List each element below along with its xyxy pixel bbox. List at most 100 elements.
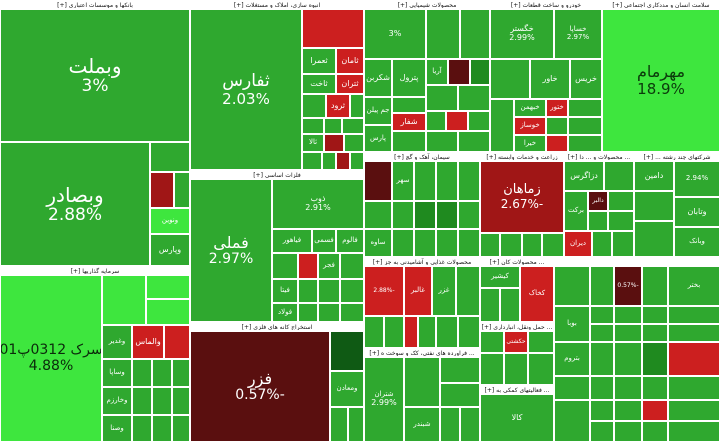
tile-small-pct-1[interactable]: -2.88% <box>364 266 404 316</box>
tile-falam[interactable]: فالوم <box>336 229 364 253</box>
tile-inv-c12[interactable] <box>152 415 172 442</box>
tile-cement-c8[interactable] <box>458 201 480 229</box>
tile-inv-c1[interactable] <box>102 275 146 325</box>
sector-header-petroleum[interactable]: ... فراورده های نفتی، کک و سوخت ه [+] <box>364 348 480 357</box>
tile-auto-c5[interactable] <box>546 135 568 152</box>
tile-food-c4[interactable] <box>404 316 418 348</box>
tile-fayata[interactable]: فیتا <box>272 279 298 303</box>
tile-kheris[interactable]: خریس <box>570 59 602 99</box>
tile-kaama[interactable]: کالا <box>480 394 554 442</box>
tile-cement-c5[interactable] <box>392 201 414 229</box>
sector-header-transport[interactable]: ... حمل ونقل، انبارداری [+] <box>480 322 554 331</box>
sector-header-investments[interactable]: سرمایه گذاریها [+] <box>0 266 190 275</box>
tile-shbandar[interactable]: شبندر <box>404 407 440 442</box>
tile-inv-c7[interactable] <box>172 359 190 387</box>
tile-ghzar[interactable]: غزر <box>432 266 456 316</box>
tile-khavar2[interactable]: خاور <box>530 59 570 99</box>
tile-rb-22[interactable] <box>590 400 614 421</box>
tile-rb-10[interactable] <box>642 324 668 342</box>
tile-rb-21[interactable] <box>554 400 590 442</box>
tile-hafar[interactable] <box>480 331 504 353</box>
tile-khavar[interactable] <box>490 59 530 99</box>
tile-metal-c8[interactable] <box>340 303 364 322</box>
tile-food-c6[interactable] <box>436 316 458 348</box>
tile-chem-dark[interactable] <box>448 59 470 85</box>
tile-rb-7[interactable] <box>668 306 720 324</box>
tile-daran[interactable]: دیران <box>564 231 592 257</box>
tile-rb-12[interactable] <box>590 342 614 376</box>
tile-khobahman[interactable]: خبهمن <box>514 99 546 117</box>
tile-inv-c8[interactable] <box>132 387 152 415</box>
tile-inv-c9[interactable] <box>152 387 172 415</box>
tile-hekshtiran[interactable]: حکشتی <box>504 331 528 353</box>
tile-shebandar[interactable]: 3% <box>364 9 426 59</box>
tile-fameli[interactable]: فملی 2.97% <box>190 179 272 322</box>
tile-zamahan[interactable]: زماهان -2.67% <box>480 161 564 233</box>
tile-ksaveh[interactable]: ساوه <box>364 229 392 257</box>
tile-rb-24[interactable] <box>642 400 668 421</box>
tile-cement-c9[interactable] <box>392 229 414 257</box>
tile-shepetrol[interactable]: پترول <box>392 59 426 97</box>
tile-cement-dark[interactable] <box>364 161 392 201</box>
tile-mining-c1[interactable] <box>330 331 364 371</box>
tile-petro-c4[interactable] <box>440 407 460 442</box>
tile-pharma-c2[interactable] <box>608 191 634 211</box>
tile-agri-c2[interactable] <box>500 233 522 257</box>
sector-header-banks[interactable]: بانکها و موسسات اعتباری [+] <box>0 0 190 9</box>
tile-rb-6[interactable] <box>642 306 668 324</box>
tile-damin[interactable]: دامین <box>634 161 674 191</box>
tile-shpiran[interactable]: جم پیلن <box>364 97 392 125</box>
tile-rb-15[interactable] <box>668 342 720 376</box>
tile-barkat-area[interactable]: برکت <box>564 191 588 231</box>
tile-vakharazm[interactable]: وخارزم <box>102 387 132 415</box>
sector-header-agriculture[interactable]: زراعت و خدمات وابسته [+] <box>480 152 564 161</box>
tile-ksahar[interactable]: سهر <box>392 161 414 201</box>
tile-auto-c6[interactable] <box>568 135 602 152</box>
tile-bakhtar[interactable]: بختر <box>668 266 720 306</box>
tile-zob[interactable]: ذوب 2.91% <box>272 179 364 229</box>
tile-rb-18[interactable] <box>614 376 642 400</box>
tile-metal-c2[interactable] <box>340 253 364 279</box>
tile-cement-c2[interactable] <box>436 161 458 201</box>
tile-cement-c3[interactable] <box>458 161 480 201</box>
tile-serek[interactable]: سرک 0312پ01 4.88% <box>0 275 102 442</box>
tile-cement-c6[interactable] <box>414 201 436 229</box>
tile-inv-c10[interactable] <box>172 387 190 415</box>
tile-chem-c1[interactable] <box>426 9 460 59</box>
tile-ghalbar[interactable]: غالبر <box>404 266 432 316</box>
tile-agri-c1[interactable] <box>480 233 500 257</box>
tile-metal-red[interactable] <box>298 253 318 279</box>
tile-vbsader[interactable]: وبصادر 2.88% <box>0 142 150 266</box>
tile-rb-1[interactable] <box>554 266 590 306</box>
tile-chem-c5[interactable] <box>426 85 458 111</box>
tile-rb-4[interactable] <box>590 306 614 324</box>
sector-header-support[interactable]: ... فعالیتهای کمکی به [+] <box>480 385 554 394</box>
tile-rb-23[interactable] <box>614 400 642 421</box>
tile-trans-c3[interactable] <box>528 353 554 385</box>
sector-header-multi[interactable]: شرکتهای چند رشته ... [+] <box>634 152 720 161</box>
tile-metal-c4[interactable] <box>318 279 340 303</box>
tile-chem-c11[interactable] <box>426 131 458 152</box>
tile-chem-c3[interactable] <box>470 59 490 85</box>
tile-cement-c1[interactable] <box>414 161 436 201</box>
tile-min-c1[interactable] <box>480 288 500 322</box>
tile-petro-c1[interactable] <box>404 357 440 407</box>
tile-btroom[interactable]: بتروم <box>554 342 590 376</box>
tile-construction-c8[interactable] <box>322 152 336 170</box>
tile-agri-c4[interactable] <box>542 233 564 257</box>
tile-bank-small-3[interactable] <box>174 172 190 208</box>
sector-header-mining[interactable]: استخراج کانه های فلزی [+] <box>190 322 364 331</box>
tile-chem-c2[interactable] <box>460 9 490 59</box>
tile-kishir[interactable]: کیشیر <box>480 266 520 288</box>
tile-chem-c9[interactable] <box>446 111 468 131</box>
tile-sheykar[interactable]: شکربن <box>364 59 392 97</box>
tile-petro-c2[interactable] <box>440 357 480 383</box>
tile-rb-16[interactable] <box>554 376 590 400</box>
tile-bank-small-1[interactable] <box>150 142 190 172</box>
tile-kakhsh[interactable]: کخاک <box>520 266 554 322</box>
tile-zagros[interactable]: دزاگرس <box>564 161 604 191</box>
tile-shpars[interactable]: پارس <box>364 125 392 152</box>
tile-cement-c11[interactable] <box>436 229 458 257</box>
tile-auto-c3[interactable] <box>546 117 568 135</box>
tile-tahet[interactable]: ثاخت <box>302 74 336 94</box>
